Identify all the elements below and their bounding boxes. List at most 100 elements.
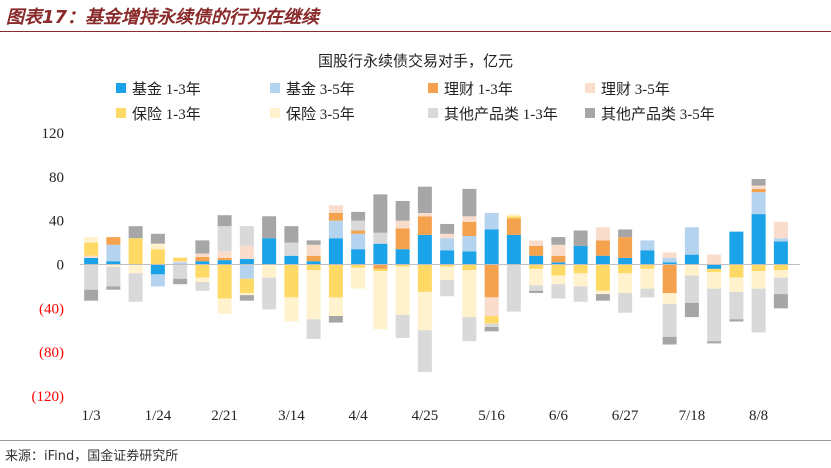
legend-swatch [585, 108, 595, 118]
legend-item-wealth-1-3y: 理财 1-3年 [428, 78, 513, 98]
bar-segment-series6-week8 [239, 292, 254, 296]
bar-segment-series7-week28 [684, 275, 699, 303]
bar-segment-series2-week27 [662, 257, 677, 263]
bar-segment-series5-week7 [217, 264, 232, 299]
bar-segment-series1-week18 [462, 251, 477, 265]
bar-segment-series7-week26 [640, 288, 655, 298]
bar-segment-series5-week23 [573, 264, 588, 274]
bar-segment-series2-week19 [484, 213, 499, 230]
source-note: 来源：iFind，国金证券研究所 [5, 449, 179, 464]
bar-segment-series5-week19 [484, 316, 499, 324]
bar-segment-series8-week14 [373, 194, 388, 233]
bar-segment-series3-week22 [551, 255, 566, 263]
bar-segment-series3-week27 [662, 264, 677, 293]
bar-segment-series5-week31 [751, 264, 766, 272]
bar-segment-series1-week26 [640, 250, 655, 265]
bar-segment-series7-week23 [573, 286, 588, 302]
bar-segment-series7-week29 [707, 288, 722, 342]
y-tick-label: 0 [57, 258, 65, 274]
bar-segment-series1-week1 [84, 257, 99, 265]
bar-segment-series5-week17 [440, 264, 455, 267]
bar-segment-series1-week28 [684, 254, 699, 265]
bar-segment-series2-week17 [440, 238, 455, 251]
bar-segment-series5-week26 [640, 264, 655, 269]
legend-swatch [428, 83, 438, 93]
legend-label: 理财 1-3年 [444, 81, 513, 98]
bar-segment-series3-week18 [462, 221, 477, 237]
bar-segment-series1-week27 [662, 262, 677, 265]
bar-segment-series7-week3 [128, 273, 143, 302]
bar-segment-series7-week21 [529, 285, 544, 291]
legend-swatch [270, 108, 280, 118]
bar-segment-series5-week20 [506, 216, 521, 219]
bar-segment-series4-week27 [662, 252, 677, 258]
bar-segment-series5-week29 [707, 268, 722, 273]
chart-legend: 基金 1-3年 基金 3-5年 理财 1-3年 理财 3-5年 保险 1-3年 … [0, 76, 831, 124]
bar-segment-series8-week29 [707, 341, 722, 344]
bar-segment-series8-week5 [173, 278, 188, 285]
bar-segment-series7-week1 [84, 264, 99, 290]
bar-segment-series1-week10 [284, 255, 299, 265]
bar-series-group [84, 179, 788, 372]
bar-segment-series6-week16 [417, 291, 432, 331]
bar-segment-series1-week24 [595, 255, 610, 265]
bar-segment-series5-week13 [351, 264, 366, 268]
bar-segment-series7-week17 [440, 279, 455, 297]
bar-segment-series3-week20 [506, 218, 521, 235]
bar-segment-series4-week16 [417, 213, 432, 217]
bar-segment-series3-week11 [306, 255, 321, 262]
x-tick-label: 1/24 [145, 408, 172, 424]
bar-segment-series8-week10 [284, 226, 299, 243]
bar-segment-series5-week22 [551, 264, 566, 276]
bar-segment-series6-week4 [150, 243, 165, 250]
bar-segment-series8-week18 [462, 188, 477, 217]
legend-item-wealth-3-5y: 理财 3-5年 [585, 78, 670, 98]
x-axis-labels: 1/3 1/24 2/21 3/14 4/4 4/25 5/16 6/6 6/27 7/18 8/8 [82, 408, 769, 424]
figure-title: 图表17：基金增持永续债的行为在继续 [6, 7, 320, 28]
bar-segment-series3-week16 [417, 216, 432, 235]
bar-segment-series8-week23 [573, 230, 588, 246]
bar-segment-series4-week12 [328, 205, 343, 213]
bar-segment-series8-week4 [150, 233, 165, 244]
bar-segment-series6-week29 [707, 272, 722, 289]
bar-segment-series6-week11 [306, 269, 321, 320]
bar-segment-series1-week14 [373, 243, 388, 265]
bar-segment-series3-week25 [618, 237, 633, 258]
bar-segment-series6-week32 [773, 269, 788, 278]
bar-segment-series8-week27 [662, 336, 677, 345]
bar-segment-series6-week21 [529, 268, 544, 286]
bar-segment-series1-week20 [506, 234, 521, 265]
bar-segment-series6-week28 [684, 264, 699, 276]
bar-segment-series6-week25 [618, 273, 633, 293]
bar-segment-series6-week30 [729, 277, 744, 292]
bar-segment-series1-week23 [573, 245, 588, 265]
bar-segment-series5-week11 [306, 264, 321, 270]
legend-label: 其他产品类 1-3年 [444, 106, 558, 123]
bar-segment-series8-week30 [729, 319, 744, 322]
bar-segment-series8-week15 [395, 200, 410, 221]
bar-segment-series8-week13 [351, 211, 366, 221]
bar-segment-series7-week15 [395, 314, 410, 338]
bar-segment-series6-week22 [551, 275, 566, 285]
bar-segment-series4-week17 [440, 233, 455, 239]
bar-segment-series8-week32 [773, 294, 788, 309]
bar-segment-series6-week31 [751, 271, 766, 289]
legend-swatch [270, 83, 280, 93]
bar-segment-series7-week25 [618, 292, 633, 313]
bar-segment-series2-week32 [773, 238, 788, 242]
bar-segment-series5-week16 [417, 264, 432, 292]
x-tick-label: 3/14 [278, 408, 305, 424]
legend-item-insurance-1-3y: 保险 1-3年 [116, 103, 201, 123]
footer-divider [0, 440, 831, 441]
bar-segment-series1-week11 [306, 261, 321, 265]
bar-segment-series3-week6 [195, 256, 210, 262]
bar-segment-series8-week1 [84, 289, 99, 301]
bar-segment-series7-week16 [417, 330, 432, 372]
bar-segment-series4-week21 [529, 240, 544, 246]
bar-segment-series2-week12 [328, 220, 343, 239]
bar-segment-series4-week11 [306, 244, 321, 256]
bar-segment-series2-week28 [684, 227, 699, 255]
bar-segment-series4-week29 [707, 254, 722, 265]
bar-segment-series5-week18 [462, 264, 477, 270]
